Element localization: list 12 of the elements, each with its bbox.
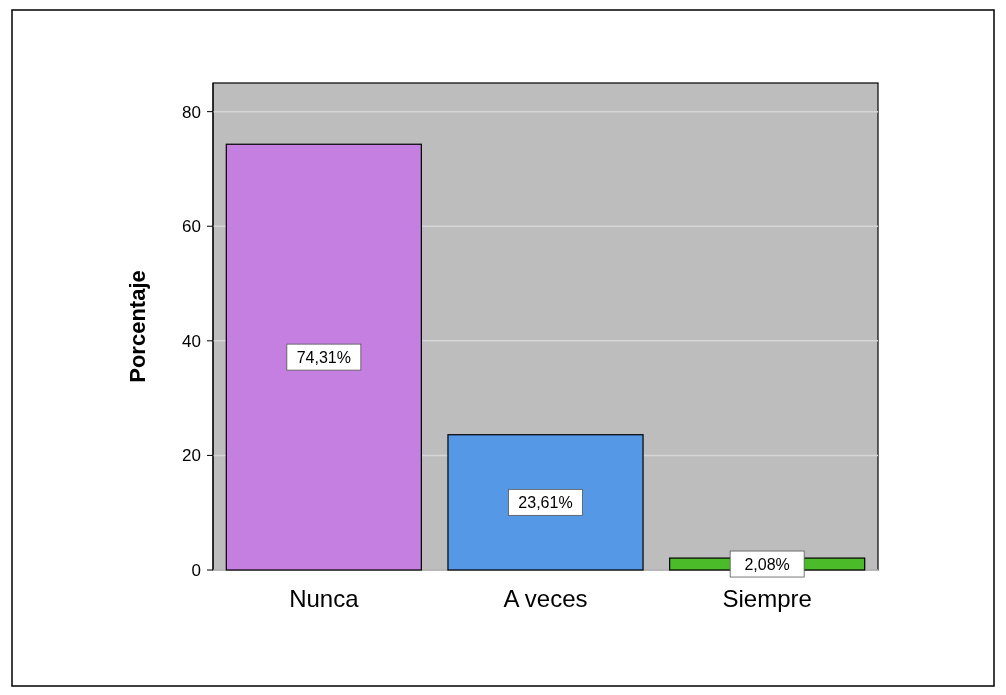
x-tick-label: A veces xyxy=(503,585,588,612)
data-label: 23,61% xyxy=(518,494,573,512)
y-tick-label: 60 xyxy=(182,217,201,237)
data-label: 2,08% xyxy=(744,556,790,574)
y-tick-label: 0 xyxy=(191,561,201,580)
x-tick-label: Siempre xyxy=(722,585,812,612)
y-axis-title: Porcentaje xyxy=(125,270,150,383)
y-tick-label: 80 xyxy=(182,102,201,122)
y-tick-label: 20 xyxy=(182,446,201,466)
x-tick-label: Nunca xyxy=(289,585,360,612)
y-tick-label: 40 xyxy=(182,331,201,351)
data-label: 74,31% xyxy=(296,349,351,367)
